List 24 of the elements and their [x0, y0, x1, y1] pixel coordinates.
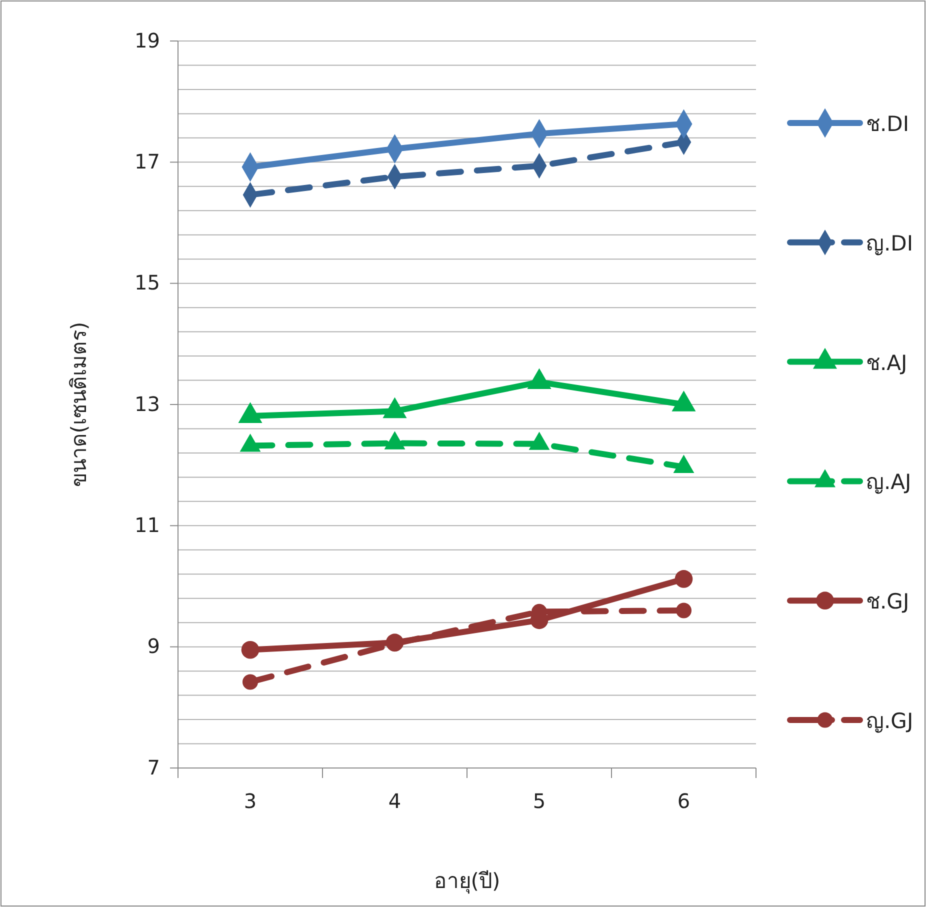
- x-tick-label: 6: [677, 789, 690, 814]
- legend-label: ช.DI: [866, 112, 910, 136]
- y-tick-label: 11: [134, 513, 160, 538]
- legend-label: ญ.AJ: [866, 470, 912, 494]
- y-tick-label: 19: [134, 28, 160, 52]
- x-tick-label: 3: [244, 789, 257, 814]
- legend-label: ญ.GJ: [866, 709, 914, 733]
- x-tick-label: 4: [388, 789, 402, 814]
- x-tick-label: 5: [532, 789, 546, 814]
- point: [241, 640, 260, 659]
- point: [242, 674, 258, 690]
- x-axis-title: อายุ(ปี): [434, 869, 500, 894]
- y-tick-label: 7: [147, 755, 160, 780]
- y-tick-label: 9: [147, 634, 160, 658]
- y-tick-label: 15: [134, 270, 160, 295]
- y-axis-title: ขนาด(เซนติเมตร): [67, 322, 91, 488]
- legend-label: ช.AJ: [866, 350, 908, 375]
- y-tick-label: 13: [134, 392, 160, 416]
- point: [674, 570, 693, 588]
- point: [676, 602, 692, 618]
- y-tick-label: 17: [134, 150, 160, 174]
- legend-label: ช.GJ: [866, 590, 910, 614]
- legend-label: ญ.DI: [866, 231, 914, 256]
- point: [386, 634, 404, 652]
